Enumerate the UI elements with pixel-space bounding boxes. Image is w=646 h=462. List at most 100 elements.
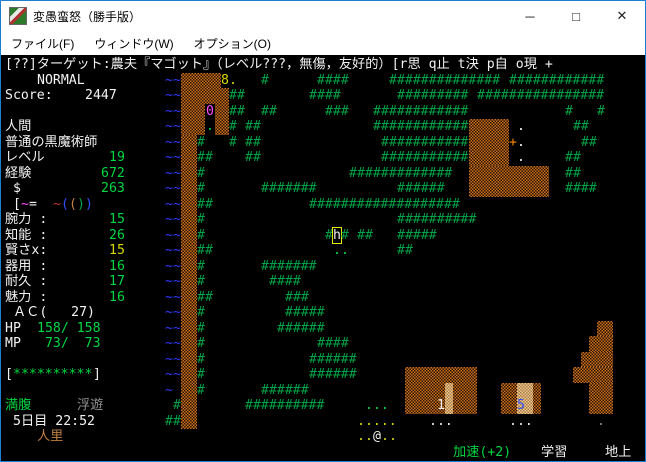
map-cell: ############: [373, 103, 469, 119]
map-cell: ~~: [165, 119, 181, 134]
map-cell: #: [197, 134, 205, 150]
map-cell: #######: [261, 181, 317, 196]
map-cell: (: [69, 196, 77, 212]
map-cell: #: [197, 274, 205, 289]
map-cell: ###########: [381, 150, 469, 165]
menu-item-options[interactable]: オプション(O): [193, 36, 271, 51]
con-label: 耐久 :: [5, 274, 48, 289]
level-label: レベル: [5, 150, 45, 165]
chr-label: 魅力 :: [5, 289, 48, 305]
map-cell: ...: [365, 398, 389, 413]
speed-status: 加速(+2): [453, 444, 512, 460]
map-cell: ~~: [165, 88, 181, 103]
building-door-block: [445, 382, 453, 414]
map-cell: =: [29, 196, 37, 212]
map-cell: ~: [53, 196, 61, 212]
int-value: 26: [109, 227, 125, 243]
map-cell: .: [597, 413, 605, 429]
map-cell: ####: [317, 72, 349, 88]
map-cell: ##: [565, 165, 581, 181]
map-cell: #: [597, 103, 605, 119]
title-bar[interactable]: 変愚蛮怒（勝手版） ─ □ ✕: [1, 1, 645, 31]
building-block: [181, 134, 197, 429]
map-cell: ################: [477, 88, 605, 103]
map-cell: ##: [565, 150, 581, 165]
map-cell: ##: [165, 413, 181, 429]
map-cell: ): [85, 196, 93, 212]
map-cell: #: [341, 227, 349, 243]
map-cell: ######: [277, 320, 325, 336]
menu-item-window[interactable]: ウィンドウ(W): [94, 36, 174, 51]
building-block: [573, 367, 613, 383]
map-cell: ##: [573, 119, 589, 134]
menu-item-file[interactable]: ファイル(F): [11, 36, 75, 51]
maximize-button[interactable]: □: [572, 8, 580, 24]
score-value: 2447: [85, 88, 117, 103]
map-cell: .: [229, 72, 237, 88]
map-cell: ##########: [245, 398, 325, 413]
learning-status: 学習: [541, 444, 568, 460]
map-cell: .: [517, 150, 525, 165]
map-cell: ~~: [165, 243, 181, 258]
map-cell: ..: [381, 429, 397, 444]
equip-line: [: [13, 196, 21, 212]
shop-entrance-0: 0: [205, 103, 215, 119]
map-cell: .: [517, 134, 525, 150]
building-block: [597, 320, 613, 336]
map-cell: ~~: [165, 336, 181, 351]
building-door-block: [517, 382, 533, 414]
map-cell: #####: [397, 227, 437, 243]
map-cell: ): [77, 196, 85, 212]
str-label: 腕力 :: [5, 212, 48, 227]
map-cell: ~~: [165, 367, 181, 382]
score-label: Score:: [5, 88, 53, 103]
map-cell: ~~: [165, 305, 181, 320]
wis-label: 賢さx:: [5, 243, 48, 258]
map-cell: ##: [261, 103, 277, 119]
map-cell: ###################: [309, 196, 460, 212]
map-cell: ##: [245, 119, 261, 134]
shop-entrance-1: 1: [437, 398, 445, 413]
map-cell: ##: [229, 103, 245, 119]
minimize-button[interactable]: ─: [525, 8, 535, 24]
map-cell: ##########: [397, 212, 477, 227]
map-cell: #: [197, 258, 205, 274]
race-label: 人間: [5, 119, 32, 134]
map-cell: ####: [317, 336, 349, 351]
window-title: 変愚蛮怒（勝手版）: [33, 9, 142, 24]
map-cell: ~: [21, 196, 29, 212]
chr-value: 16: [109, 289, 125, 305]
depth-status: 地上: [605, 444, 632, 460]
building-block: [405, 367, 477, 414]
class-label: 普通の黒魔術師: [5, 134, 98, 150]
map-cell: #######: [261, 258, 317, 274]
map-cell: #########: [397, 88, 469, 103]
app-icon: [9, 7, 27, 25]
map-cell: ...: [509, 413, 533, 429]
shop-entrance-8: 8: [221, 72, 229, 88]
door-glyph: +: [509, 134, 517, 150]
wis-value: 15: [109, 243, 125, 258]
map-cell: ~~: [165, 150, 181, 165]
map-cell: #: [197, 227, 205, 243]
study-gauge: **********: [13, 367, 93, 382]
map-cell: .....: [357, 413, 397, 429]
map-cell: #: [197, 181, 205, 196]
close-button[interactable]: ✕: [616, 8, 628, 23]
map-cell: ~~: [165, 181, 181, 196]
map-cell: #: [197, 336, 205, 351]
hp-value: 158/ 158: [37, 320, 101, 336]
shop-entrance-5: 5: [517, 398, 525, 413]
map-cell: ~~: [165, 320, 181, 336]
game-screen[interactable]: [??]ターゲット:農夫『マゴット』（レベル???，無傷，友好的）[r思 q止 …: [2, 55, 645, 461]
map-cell: .: [205, 119, 215, 135]
dex-label: 器用 :: [5, 258, 48, 274]
gold-label: $: [13, 181, 21, 196]
map-cell: ##: [229, 88, 245, 103]
mode-indicator: NORMAL: [37, 72, 85, 88]
map-cell: ######: [309, 351, 357, 367]
map-cell: ####: [565, 181, 597, 196]
exp-value: 672: [101, 165, 125, 181]
map-cell: #: [229, 134, 237, 150]
